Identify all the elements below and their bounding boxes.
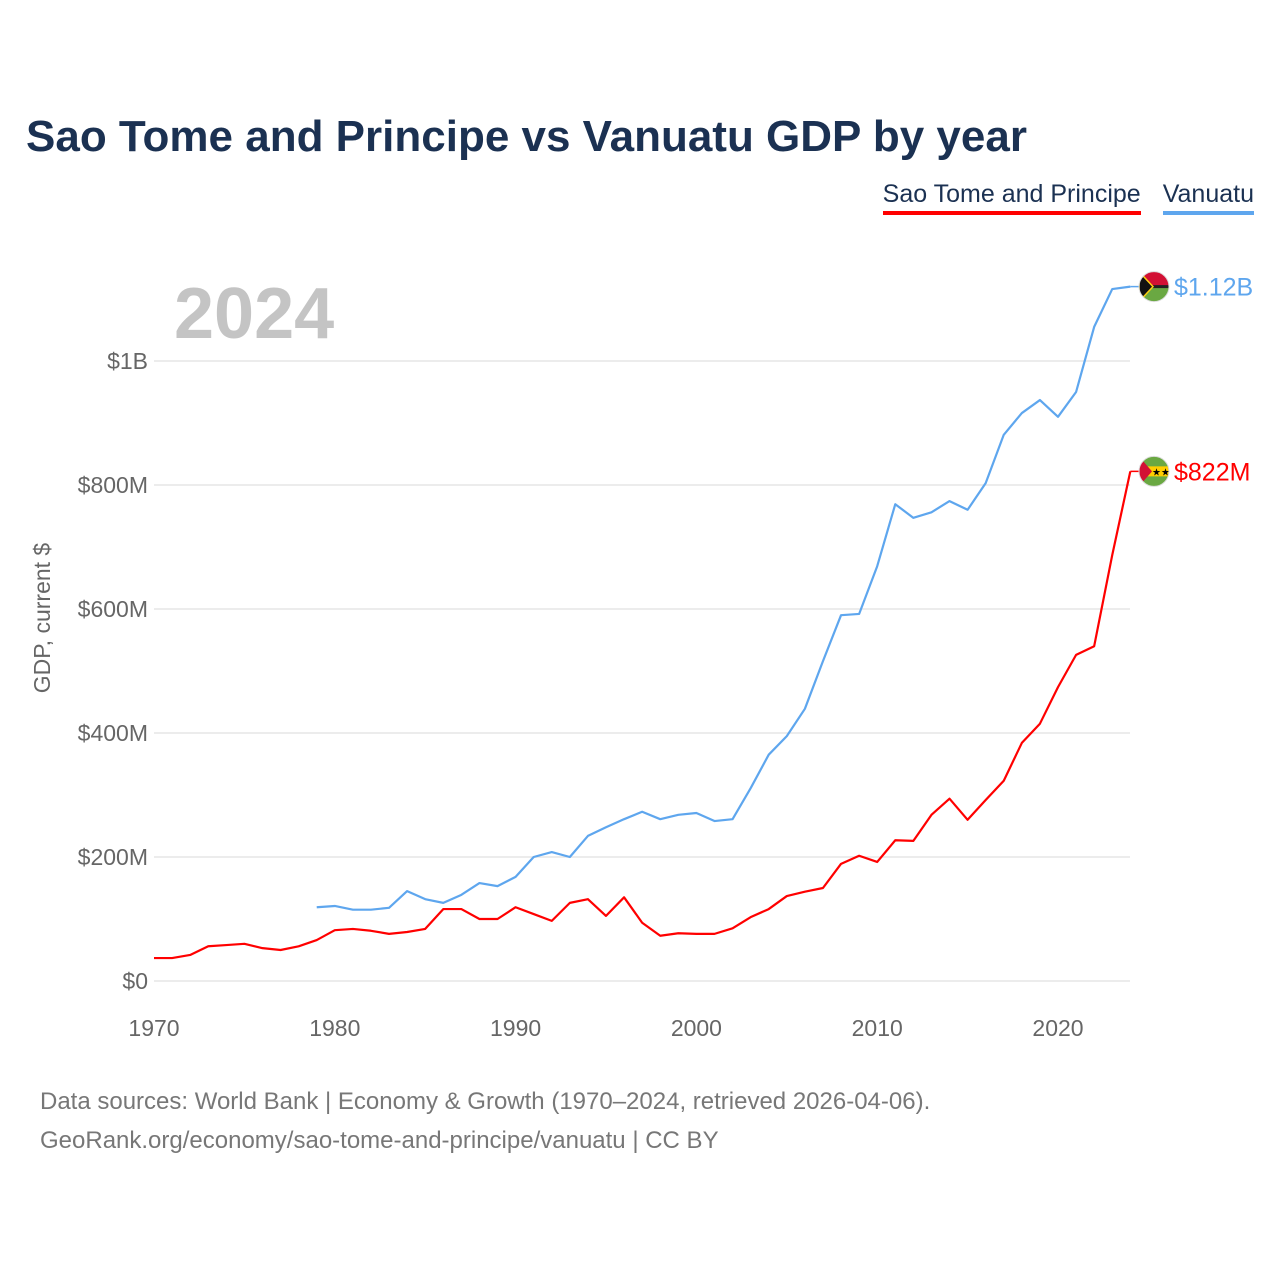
sao-tome-flag-icon: ★★ — [1138, 455, 1170, 487]
footer: Data sources: World Bank | Economy & Gro… — [40, 1082, 930, 1160]
y-tick-label: $600M — [78, 596, 148, 622]
x-tick-label: 1980 — [309, 1015, 360, 1041]
x-tick-label: 2020 — [1032, 1015, 1083, 1041]
y-tick-label: $1B — [107, 348, 148, 374]
y-tick-label: $800M — [78, 472, 148, 498]
y-tick-label: $0 — [122, 968, 148, 994]
y-tick-label: $400M — [78, 720, 148, 746]
end-value-label: $822M — [1174, 458, 1250, 486]
legend: Sao Tome and Principe Vanuatu — [882, 180, 1254, 215]
x-tick-label: 1990 — [490, 1015, 541, 1041]
chart-title: Sao Tome and Principe vs Vanuatu GDP by … — [26, 112, 1027, 161]
series-line-vanuatu — [316, 285, 1131, 911]
year-label: 2024 — [174, 274, 334, 354]
vanuatu-flag-icon — [1138, 271, 1170, 303]
legend-item-sao-tome[interactable]: Sao Tome and Principe — [882, 180, 1141, 215]
legend-item-vanuatu[interactable]: Vanuatu — [1162, 180, 1254, 215]
source-url[interactable]: GeoRank.org/economy/sao-tome-and-princip… — [40, 1127, 719, 1154]
series-line-sao-tome — [154, 471, 1132, 960]
x-tick-label: 2010 — [852, 1015, 903, 1041]
y-axis-label: GDP, current $ — [29, 543, 55, 694]
source-text: Data sources: World Bank | Economy & Gro… — [40, 1088, 931, 1115]
end-value-label: $1.12B — [1174, 274, 1253, 302]
y-tick-label: $200M — [78, 844, 148, 870]
svg-text:★★: ★★ — [1152, 467, 1170, 478]
x-tick-label: 2000 — [671, 1015, 722, 1041]
x-tick-label: 1970 — [128, 1015, 179, 1041]
